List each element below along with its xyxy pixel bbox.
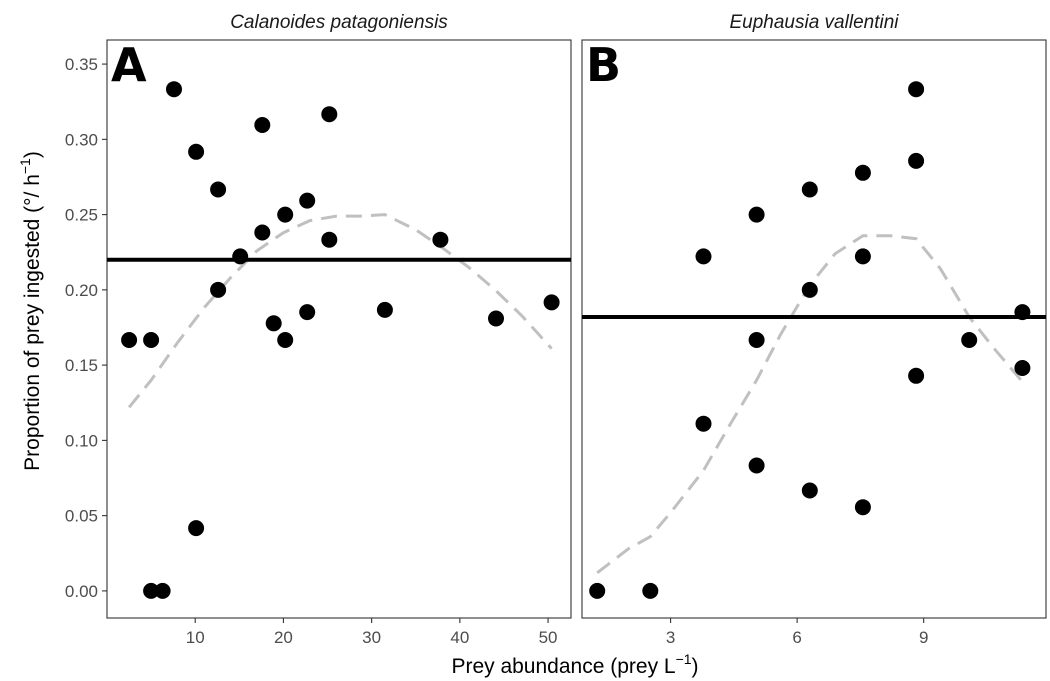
- data-point: [299, 304, 316, 321]
- data-point: [210, 181, 227, 198]
- data-point: [695, 415, 712, 432]
- data-point: [854, 164, 871, 181]
- x-axis-title: Prey abundance (prey L−1): [451, 651, 698, 678]
- data-point: [210, 281, 227, 298]
- x-tick-label: 20: [274, 628, 293, 647]
- x-tick-label: 3: [666, 628, 675, 647]
- panel-a-title: Calanoides patagoniensis: [230, 12, 448, 33]
- smooth-curve: [127, 213, 553, 409]
- data-point: [1014, 304, 1031, 321]
- y-tick-label: 0.00: [65, 582, 98, 601]
- data-point: [543, 294, 560, 311]
- y-tick-label: 0.35: [65, 55, 98, 74]
- data-point: [488, 310, 504, 327]
- x-tick-label: 6: [792, 628, 801, 647]
- data-point: [321, 231, 338, 248]
- data-point: [801, 281, 818, 298]
- data-point: [748, 457, 765, 474]
- data-point: [277, 206, 294, 223]
- data-point: [642, 582, 659, 599]
- y-tick-label: 0.15: [65, 356, 98, 375]
- x-tick-label: 40: [450, 628, 469, 647]
- data-point: [232, 248, 249, 265]
- x-tick-label: 30: [362, 628, 381, 647]
- data-point: [748, 206, 765, 223]
- data-point: [254, 117, 271, 133]
- data-point: [854, 248, 871, 265]
- data-point: [908, 367, 925, 384]
- data-point: [188, 143, 205, 160]
- panel-b-title: Euphausia vallentini: [729, 12, 899, 33]
- x-tick-label: 9: [919, 628, 928, 647]
- x-tick-label: 10: [186, 628, 205, 647]
- y-tick-label: 0.25: [65, 206, 98, 225]
- data-point: [961, 332, 978, 348]
- panel-b-tag: B: [586, 38, 621, 92]
- panel-a-tag: A: [111, 38, 147, 92]
- data-point: [376, 301, 393, 318]
- panel-a: Calanoides patagoniensis 10 20 30 40 50 A: [106, 12, 572, 647]
- data-point: [589, 582, 606, 599]
- y-tick-label: 0.20: [65, 281, 98, 300]
- data-point: [277, 332, 294, 348]
- data-point: [265, 315, 282, 332]
- data-point: [801, 181, 818, 198]
- data-point: [695, 248, 712, 265]
- data-point: [801, 482, 818, 499]
- data-point: [188, 520, 205, 537]
- panel-b: Euphausia vallentini 3 6 9 B: [581, 12, 1047, 647]
- data-point: [1014, 360, 1031, 376]
- data-point: [854, 499, 871, 516]
- panel-a-border: [106, 39, 572, 619]
- data-point: [908, 81, 925, 98]
- x-tick-label: 50: [539, 628, 558, 647]
- data-point: [121, 332, 138, 348]
- data-point: [143, 582, 160, 599]
- data-point: [748, 332, 765, 348]
- data-point: [299, 192, 316, 209]
- data-point: [432, 231, 449, 248]
- y-tick-label: 0.30: [65, 130, 98, 149]
- y-axis-ticks: 0.00 0.05 0.10 0.15 0.20 0.25 0.30 0.35: [65, 55, 107, 601]
- panel-b-border: [581, 39, 1047, 619]
- data-point: [321, 106, 338, 123]
- data-point: [154, 582, 171, 599]
- y-tick-label: 0.10: [65, 431, 98, 450]
- data-point: [143, 332, 160, 348]
- data-point: [908, 152, 925, 169]
- data-point: [254, 224, 271, 241]
- data-point: [166, 81, 182, 98]
- y-axis-title: Proportion of prey ingested (°/ h−1): [17, 151, 44, 471]
- y-tick-label: 0.05: [65, 507, 98, 526]
